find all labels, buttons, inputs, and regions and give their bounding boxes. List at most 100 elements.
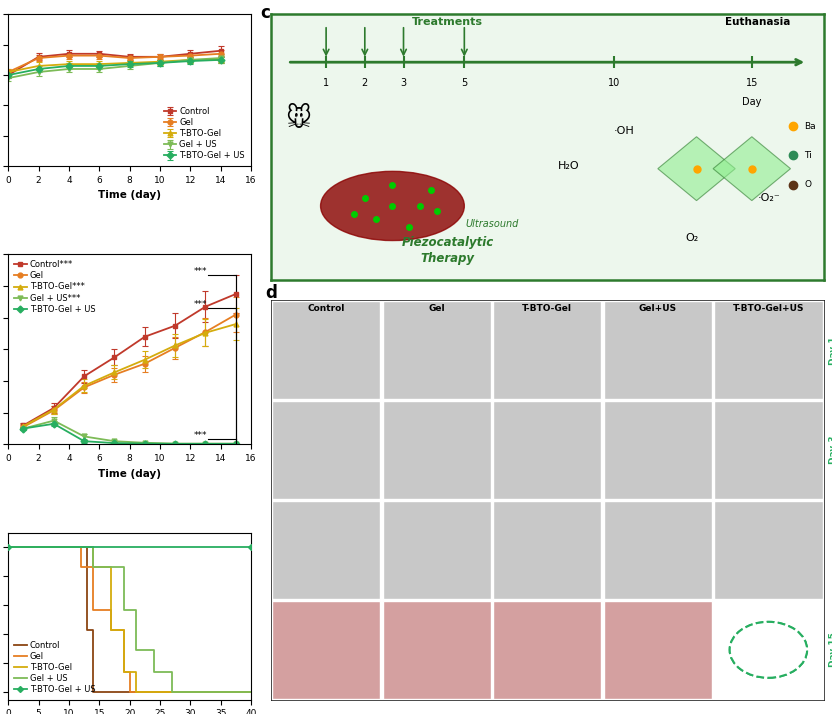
T-BTO-Gel [88,543,98,551]
Text: O₂: O₂ [686,233,699,243]
Legend: Control, Gel, T-BTO-Gel, Gel + US, T-BTO-Gel + US: Control, Gel, T-BTO-Gel, Gel + US, T-BTO… [162,106,247,162]
Gel + US [167,688,177,697]
Text: 3: 3 [400,78,407,88]
X-axis label: Time (day): Time (day) [98,468,161,478]
Text: 10: 10 [607,78,620,88]
Text: Control: Control [308,304,344,313]
T-BTO-Gel [246,688,256,697]
Control [88,688,98,697]
Control [82,543,92,551]
Line: Gel + US: Gel + US [8,547,251,693]
Gel + US [88,563,98,572]
Text: T-BTO-Gel+US: T-BTO-Gel+US [733,304,805,313]
Gel + US [221,688,231,697]
T-BTO-Gel [106,625,116,634]
Text: T-BTO-Gel: T-BTO-Gel [522,304,572,313]
Text: d: d [265,284,277,303]
Text: 15: 15 [745,78,758,88]
T-BTO-Gel [161,688,171,697]
Bar [383,401,491,499]
Text: 🐭: 🐭 [285,106,311,131]
Text: Ti: Ti [805,151,812,160]
Text: Day 3: Day 3 [830,436,832,465]
Gel + US [167,668,177,676]
Text: Gel+US: Gel+US [639,304,677,313]
Text: ·O₂⁻: ·O₂⁻ [757,193,780,203]
Text: 2: 2 [362,78,368,88]
Bar [714,600,823,699]
T-BTO-Gel [3,543,13,551]
Bar [714,401,823,499]
T-BTO-Gel [161,688,171,697]
Text: Piezocatalytic
Therapy: Piezocatalytic Therapy [402,236,494,265]
Legend: Control***, Gel, T-BTO-Gel***, Gel + US***, T-BTO-Gel + US: Control***, Gel, T-BTO-Gel***, Gel + US*… [12,258,97,316]
Bar [272,501,380,599]
Bar [383,501,491,599]
Gel + US [131,605,141,614]
Gel + US [3,543,13,551]
Bar [493,401,602,499]
Gel [76,563,86,572]
Line: Control: Control [8,547,251,693]
Text: 1: 1 [323,78,329,88]
T-BTO-Gel [131,668,141,676]
Text: Treatments: Treatments [412,17,483,27]
Gel [106,605,116,614]
T-BTO-Gel [119,668,129,676]
Text: O: O [805,180,811,189]
Text: Gel: Gel [428,304,445,313]
Bar [714,301,823,399]
T-BTO-Gel [131,688,141,697]
Legend: Control, Gel, T-BTO-Gel, Gel + US, T-BTO-Gel + US: Control, Gel, T-BTO-Gel, Gel + US, T-BTO… [12,639,97,695]
Text: ***: *** [194,267,207,276]
Gel + US [119,563,129,572]
Control [94,688,104,697]
Gel [125,688,135,697]
Gel [125,668,135,676]
Bar [604,600,712,699]
Bar [493,600,602,699]
Gel [106,625,116,634]
Text: Ultrasound: Ultrasound [465,219,518,229]
Polygon shape [658,136,735,201]
Text: Ba: Ba [805,121,816,131]
Gel [76,543,86,551]
Text: ***: *** [194,301,207,309]
Gel + US [246,688,256,697]
Gel [119,668,129,676]
Gel + US [149,646,159,655]
Bar [383,301,491,399]
T-BTO-Gel [88,563,98,572]
Control [3,543,13,551]
T-BTO-Gel [119,625,129,634]
Circle shape [730,622,807,678]
Bar [272,301,380,399]
Line: T-BTO-Gel: T-BTO-Gel [8,547,251,693]
Gel [131,688,141,697]
Bar [272,401,380,499]
Text: ·OH: ·OH [613,126,634,136]
Gel [3,543,13,551]
Bar [493,501,602,599]
Bar [714,600,823,699]
Gel [246,688,256,697]
Gel + US [221,688,231,697]
Gel + US [88,543,98,551]
Line: Gel: Gel [8,547,251,693]
Gel [119,625,129,634]
Bar [383,600,491,699]
Gel + US [131,646,141,655]
Gel [88,605,98,614]
Text: 5: 5 [461,78,468,88]
Bar [714,501,823,599]
Bar [604,401,712,499]
Polygon shape [713,136,790,201]
Text: Day 1: Day 1 [830,336,832,365]
Text: Day 15: Day 15 [830,633,832,668]
T-BTO-Gel [106,563,116,572]
Gel [88,563,98,572]
Bar [493,301,602,399]
Gel [131,688,141,697]
Control [94,688,104,697]
Text: Euthanasia: Euthanasia [725,17,790,27]
